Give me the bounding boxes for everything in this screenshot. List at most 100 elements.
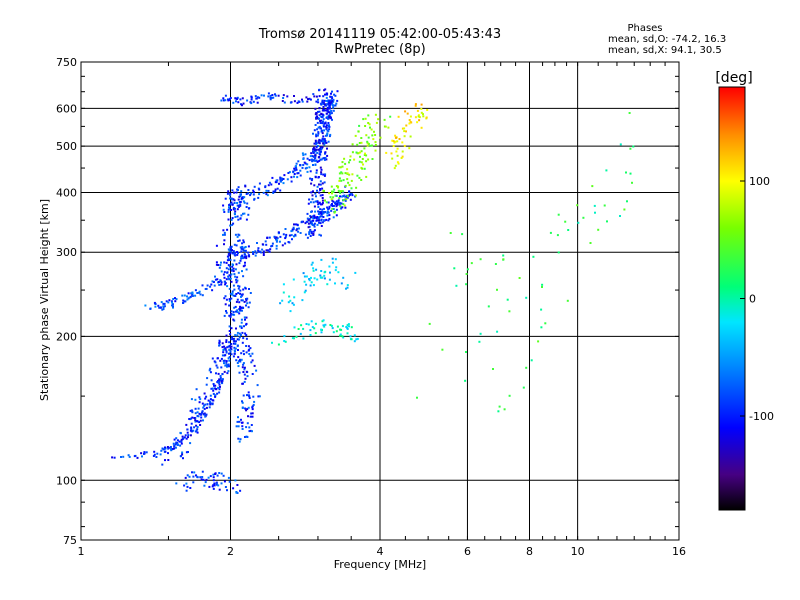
data-point: [218, 378, 221, 381]
data-point: [194, 420, 197, 423]
data-point: [213, 284, 216, 287]
data-point: [237, 437, 240, 440]
data-point: [226, 228, 229, 231]
data-point: [401, 141, 404, 144]
data-point: [245, 298, 247, 300]
data-point: [426, 109, 429, 111]
data-point: [313, 159, 315, 162]
data-point: [333, 204, 335, 207]
data-point: [219, 375, 222, 377]
data-point: [465, 351, 467, 353]
data-point: [222, 233, 224, 236]
data-point: [154, 305, 157, 308]
data-point: [247, 192, 250, 195]
data-point: [332, 191, 335, 193]
data-point: [321, 146, 324, 149]
data-point: [314, 210, 317, 213]
data-point: [310, 210, 313, 213]
data-point: [239, 360, 242, 363]
data-point: [233, 212, 236, 215]
data-point: [321, 199, 324, 202]
data-point: [255, 369, 258, 372]
data-point: [237, 349, 239, 351]
data-point: [303, 280, 306, 283]
data-point: [320, 168, 323, 171]
data-point: [320, 258, 323, 261]
data-point: [403, 135, 406, 138]
data-point: [239, 201, 242, 203]
chart-title: Tromsø 20141119 05:42:00-05:43:43: [258, 27, 501, 42]
data-point: [302, 272, 305, 275]
data-point: [293, 337, 295, 340]
data-point: [392, 145, 395, 147]
data-point: [234, 251, 237, 254]
data-point: [252, 189, 255, 192]
data-point: [220, 283, 223, 286]
data-point: [591, 185, 594, 188]
data-point: [238, 332, 241, 335]
data-point: [393, 141, 396, 144]
data-point: [343, 157, 346, 160]
data-point: [315, 133, 318, 136]
data-point: [244, 407, 247, 410]
data-point: [238, 336, 241, 339]
data-point: [195, 388, 198, 391]
data-point: [367, 114, 370, 117]
data-point: [223, 480, 226, 483]
data-point: [136, 456, 139, 459]
data-point: [233, 191, 235, 194]
data-point: [312, 269, 315, 272]
data-point: [242, 362, 245, 365]
data-point: [300, 221, 303, 224]
data-point: [302, 327, 305, 330]
data-point: [293, 326, 296, 329]
data-point: [321, 197, 324, 199]
data-point: [267, 184, 270, 187]
data-point: [330, 185, 333, 188]
data-point: [324, 140, 327, 142]
data-point: [228, 298, 231, 301]
data-point: [253, 198, 256, 201]
data-point: [311, 155, 314, 158]
data-point: [237, 189, 239, 192]
data-point: [279, 189, 282, 192]
data-point: [361, 158, 364, 160]
data-point: [218, 388, 221, 391]
data-point: [224, 283, 227, 286]
data-point: [243, 196, 246, 199]
data-point: [230, 297, 233, 300]
data-point: [175, 298, 178, 301]
data-point: [240, 250, 243, 253]
data-point: [625, 171, 627, 174]
data-point: [161, 447, 164, 450]
data-point: [236, 298, 239, 301]
data-point: [247, 391, 250, 394]
data-point: [326, 103, 329, 106]
data-point: [395, 136, 398, 139]
data-point: [237, 233, 240, 236]
data-point: [404, 110, 407, 113]
data-point: [322, 120, 324, 123]
data-point: [302, 164, 305, 166]
data-point: [318, 114, 321, 117]
data-point: [277, 94, 280, 97]
data-point: [318, 125, 321, 128]
data-point: [268, 236, 271, 239]
data-point: [202, 419, 204, 422]
data-point: [272, 96, 275, 99]
data-point: [229, 258, 232, 261]
data-point: [309, 170, 312, 173]
data-point: [494, 263, 497, 265]
data-point: [314, 149, 316, 152]
data-point: [331, 261, 334, 264]
data-point: [313, 225, 316, 228]
data-point: [418, 119, 421, 122]
data-point: [525, 296, 528, 299]
data-point: [326, 109, 328, 112]
data-point: [479, 258, 482, 261]
data-point: [265, 249, 268, 252]
data-point: [339, 334, 341, 337]
data-point: [328, 105, 331, 108]
data-point: [239, 292, 242, 295]
data-point: [496, 288, 498, 291]
